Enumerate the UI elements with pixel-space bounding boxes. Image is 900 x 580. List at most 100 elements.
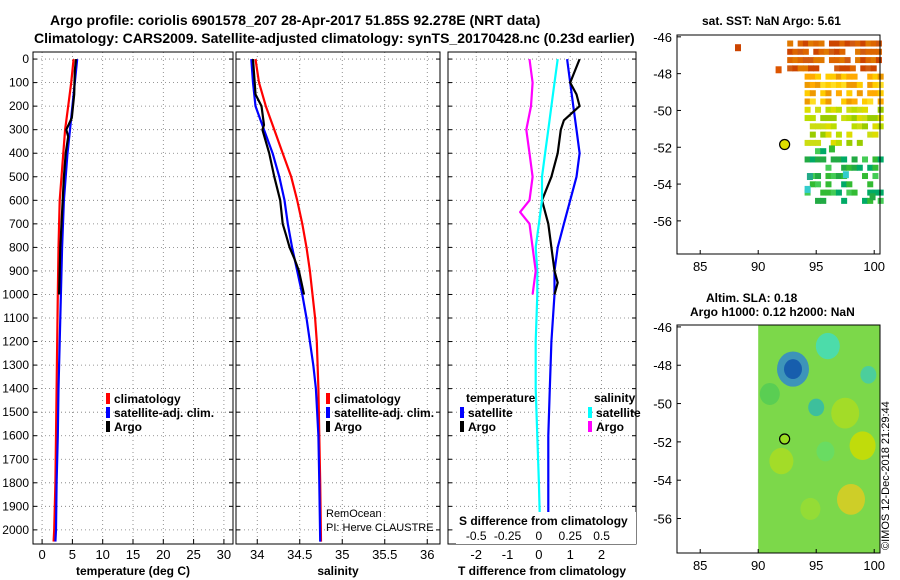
x-tick-label: 25: [186, 547, 200, 562]
x-axis-label: temperature (deg C): [76, 564, 190, 578]
sst-cell: [877, 81, 884, 88]
sst-cell: [856, 139, 863, 146]
sst-cell: [851, 106, 858, 113]
sst-cell: [825, 181, 832, 188]
sst-cell: [830, 139, 837, 146]
float-position-marker: [779, 138, 791, 151]
sst-cell: [835, 156, 842, 163]
sst-cell: [856, 90, 863, 97]
lat-tick-label: -48: [653, 67, 672, 82]
s-diff-tick-label: 0: [536, 529, 543, 543]
sst-cell: [862, 123, 869, 130]
sst-cell: [841, 115, 848, 122]
lat-tick-label: -52: [653, 435, 672, 450]
sst-cell: [809, 73, 816, 80]
sst-cell: [877, 197, 884, 204]
credit-line-1: RemOcean: [326, 508, 382, 520]
sst-cell: [818, 48, 825, 55]
sst-cell: [835, 173, 842, 180]
sst-cell: [846, 189, 853, 196]
sst-cell: [818, 57, 825, 64]
sst-cell: [820, 90, 827, 97]
sst-cell: [846, 73, 853, 80]
sst-cell: [869, 193, 876, 201]
sst-cell: [872, 173, 879, 180]
sst-cell: [844, 57, 851, 64]
x-tick-label: 34: [250, 547, 264, 562]
sst-cell: [839, 65, 846, 72]
s-diff-tick-label: -0.25: [494, 529, 522, 543]
plot-frame: [447, 51, 637, 545]
s-diff-axis-label: S difference from climatology: [459, 514, 628, 528]
sst-cell: [839, 48, 846, 55]
sst-cell: [875, 57, 882, 64]
lon-tick-label: 85: [693, 558, 707, 573]
sst-cell: [877, 123, 884, 130]
sst-cell: [855, 48, 862, 55]
sst-cell: [813, 40, 820, 47]
difference-panel: -2 -1 0 1 2 T difference from climatology: [447, 51, 637, 578]
depth-tick-label: 1500: [2, 405, 29, 419]
sst-map-title: sat. SST: NaN Argo: 5.61: [702, 14, 841, 28]
sst-cell: [870, 48, 877, 55]
x-tick-label: 35.5: [372, 547, 397, 562]
sst-cell: [856, 115, 863, 122]
sst-cell: [735, 44, 741, 52]
lat-tick-label: -56: [653, 512, 672, 527]
x-tick-label: 2: [598, 547, 605, 562]
sst-cell: [809, 81, 816, 88]
sst-cell: [820, 197, 827, 204]
lat-tick-label: -52: [653, 140, 672, 155]
sst-cell: [846, 98, 853, 105]
sst-cell: [830, 173, 837, 180]
lon-tick-label: 100: [863, 558, 885, 573]
depth-tick-label: 300: [9, 123, 29, 137]
sst-cell: [787, 57, 794, 64]
sst-cell: [825, 164, 832, 171]
sst-cell: [820, 123, 827, 130]
sst-cell: [804, 98, 811, 105]
sla-anomaly: [837, 483, 865, 515]
sst-cell: [877, 106, 884, 113]
sst-cell: [867, 181, 874, 188]
sst-cell: [820, 189, 827, 196]
sst-cell: [775, 66, 782, 74]
legend-swatch-satellite: [106, 407, 110, 418]
sst-cell: [851, 98, 858, 105]
depth-tick-label: 1900: [2, 499, 29, 513]
sst-cell: [867, 189, 874, 196]
legend-label-satellite: satellite-adj. clim.: [114, 406, 214, 420]
depth-tick-label: 1800: [2, 476, 29, 490]
sst-cell: [815, 181, 822, 188]
sst-cell: [830, 115, 837, 122]
sst-cell: [877, 98, 884, 105]
depth-tick-label: 0: [22, 52, 29, 66]
depth-tick-label: 800: [9, 240, 29, 254]
sst-cell: [809, 181, 816, 188]
x-tick-label: 34.5: [287, 547, 312, 562]
sst-cell: [867, 197, 874, 204]
sst-cell: [828, 40, 835, 47]
lat-tick-label: -46: [653, 320, 672, 335]
sst-cell: [834, 48, 841, 55]
sst-cell: [804, 115, 811, 122]
sst-cell: [841, 98, 848, 105]
sst-cell: [851, 123, 858, 130]
sst-cell: [815, 139, 822, 146]
depth-tick-label: 700: [9, 217, 29, 231]
depth-axis: 0 100 200 300 400 500 600 700 800 900 1000 1100 1200…: [2, 52, 29, 537]
sst-cell: [835, 106, 842, 113]
sst-cell: [860, 65, 867, 72]
sla-anomaly: [860, 366, 877, 384]
sst-cell: [815, 81, 822, 88]
lat-tick-label: -50: [653, 103, 672, 118]
sst-cell: [815, 173, 822, 180]
sst-cell: [846, 164, 853, 171]
sst-cell: [865, 57, 872, 64]
sst-cell: [872, 115, 879, 122]
sst-cell: [828, 145, 835, 153]
depth-tick-label: 1000: [2, 287, 29, 301]
sst-cell: [813, 57, 820, 64]
sst-cell: [834, 57, 841, 64]
legend-swatch-s-argo: [588, 421, 592, 432]
